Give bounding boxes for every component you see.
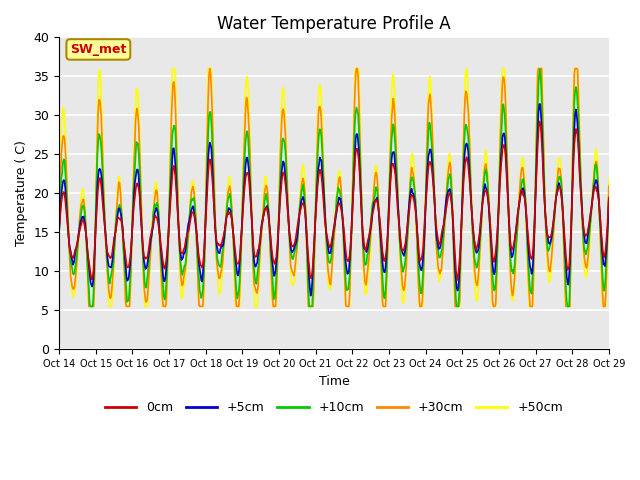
+5cm bbox=[207, 142, 214, 147]
+50cm bbox=[419, 303, 426, 309]
0cm bbox=[122, 255, 129, 261]
+10cm bbox=[55, 222, 63, 228]
Line: +10cm: +10cm bbox=[59, 70, 609, 306]
0cm bbox=[401, 243, 408, 249]
Legend: 0cm, +5cm, +10cm, +30cm, +50cm: 0cm, +5cm, +10cm, +30cm, +50cm bbox=[100, 396, 568, 419]
+10cm bbox=[179, 272, 186, 278]
Y-axis label: Temperature ( C): Temperature ( C) bbox=[15, 140, 28, 246]
+30cm bbox=[419, 299, 426, 304]
0cm bbox=[605, 195, 612, 201]
+5cm bbox=[536, 101, 544, 107]
+5cm bbox=[418, 267, 426, 273]
+5cm bbox=[65, 240, 73, 245]
+50cm bbox=[85, 303, 93, 309]
+5cm bbox=[402, 246, 410, 252]
+50cm bbox=[168, 66, 176, 72]
Text: SW_met: SW_met bbox=[70, 43, 127, 56]
+50cm bbox=[123, 303, 131, 309]
+50cm bbox=[55, 209, 63, 215]
+30cm bbox=[403, 264, 410, 269]
Line: +50cm: +50cm bbox=[59, 69, 609, 306]
+10cm bbox=[65, 241, 73, 247]
0cm bbox=[55, 227, 63, 233]
0cm bbox=[536, 119, 543, 124]
Line: +30cm: +30cm bbox=[59, 69, 609, 306]
Line: +5cm: +5cm bbox=[59, 104, 609, 296]
+30cm bbox=[123, 303, 131, 309]
0cm bbox=[417, 257, 424, 263]
+5cm bbox=[55, 227, 63, 232]
+50cm bbox=[65, 240, 73, 246]
X-axis label: Time: Time bbox=[319, 374, 349, 387]
+30cm bbox=[605, 183, 612, 189]
+30cm bbox=[208, 106, 216, 111]
+30cm bbox=[55, 216, 63, 222]
+30cm bbox=[65, 244, 73, 250]
Line: 0cm: 0cm bbox=[59, 121, 609, 280]
+50cm bbox=[179, 291, 187, 297]
+50cm bbox=[403, 272, 410, 278]
+5cm bbox=[307, 293, 314, 299]
+10cm bbox=[86, 303, 94, 309]
0cm bbox=[65, 240, 73, 245]
+10cm bbox=[605, 196, 612, 202]
0cm bbox=[207, 158, 214, 164]
+50cm bbox=[208, 85, 216, 91]
+10cm bbox=[123, 288, 131, 293]
+10cm bbox=[207, 120, 215, 126]
+30cm bbox=[179, 283, 186, 288]
0cm bbox=[454, 277, 461, 283]
Title: Water Temperature Profile A: Water Temperature Profile A bbox=[217, 15, 451, 33]
+30cm bbox=[206, 66, 214, 72]
+5cm bbox=[178, 257, 186, 263]
0cm bbox=[178, 250, 186, 256]
+10cm bbox=[418, 290, 426, 296]
+5cm bbox=[605, 197, 612, 203]
+50cm bbox=[605, 176, 612, 182]
+10cm bbox=[536, 67, 544, 72]
+30cm bbox=[85, 303, 93, 309]
+10cm bbox=[402, 255, 410, 261]
+5cm bbox=[122, 264, 129, 269]
